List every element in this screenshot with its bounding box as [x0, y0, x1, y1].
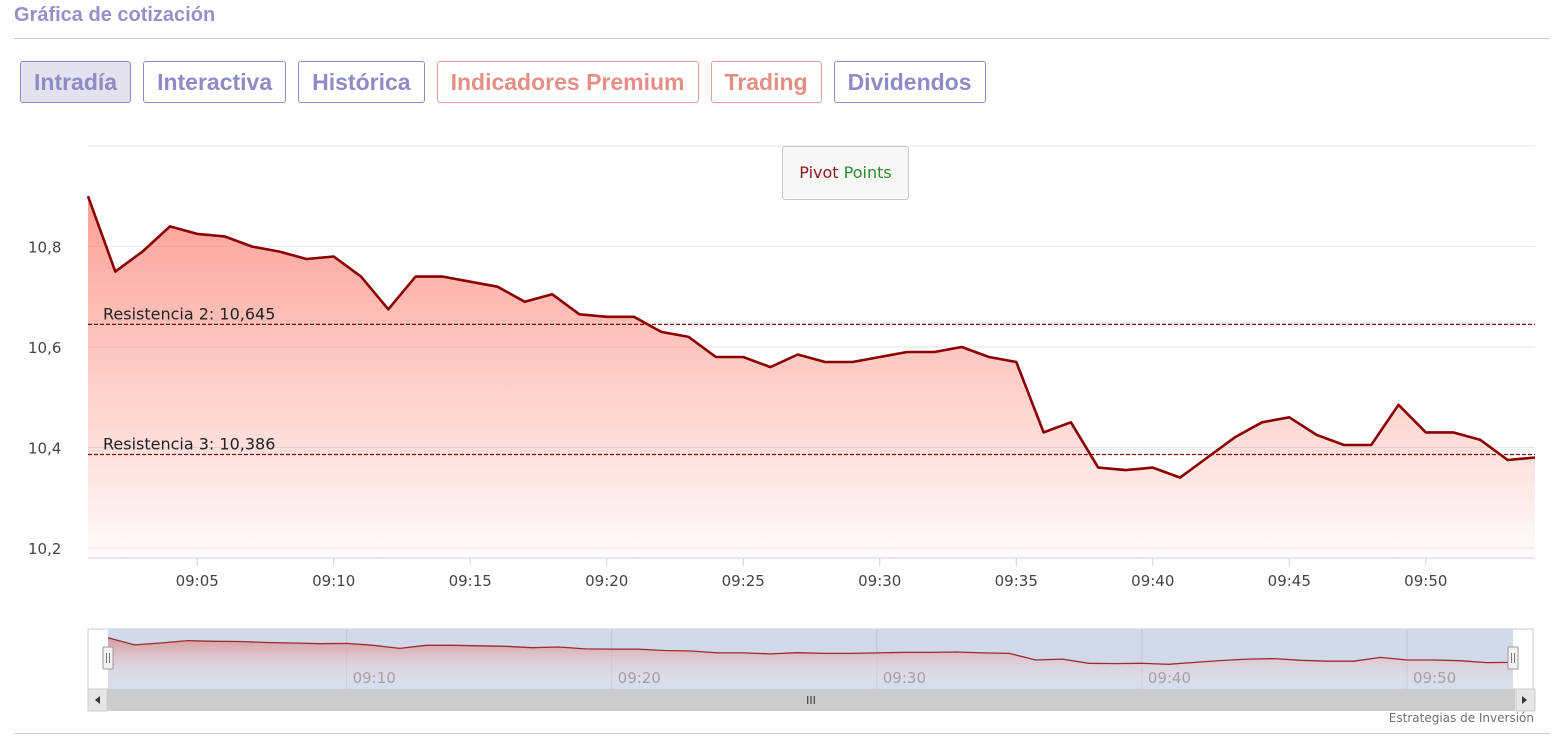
pivot-label: Pivot — [799, 163, 839, 182]
x-tick-label: 09:45 — [1268, 572, 1311, 590]
y-axis-ticks: 10,2 10,4 10,6 10,8 — [28, 238, 61, 557]
price-area-fill — [88, 196, 1535, 558]
pivot-points-button[interactable]: Pivot Points — [782, 146, 909, 200]
chart-type-tabs: Intradía Interactiva Histórica Indicador… — [20, 61, 986, 103]
x-tick-label: 09:25 — [722, 572, 765, 590]
tab-indicadores-premium[interactable]: Indicadores Premium — [436, 61, 699, 103]
resistance-label: Resistencia 2: 10,645 — [103, 304, 275, 323]
x-tick-label: 09:10 — [312, 572, 355, 590]
x-tick-label: 09:40 — [1131, 572, 1174, 590]
price-line — [86, 195, 1536, 479]
x-tick-label: 09:15 — [449, 572, 492, 590]
y-tick-label: 10,2 — [28, 540, 61, 558]
x-tick-label: 09:35 — [995, 572, 1038, 590]
tab-dividendos[interactable]: Dividendos — [833, 61, 986, 103]
chevron-left-icon — [95, 696, 100, 704]
navigator-right-handle[interactable] — [1507, 646, 1519, 670]
y-tick-label: 10,6 — [28, 339, 61, 357]
x-tick-label: 09:50 — [1404, 572, 1447, 590]
scrollbar-thumb[interactable] — [107, 689, 1515, 711]
section-title: Gráfica de cotización — [14, 4, 216, 26]
chevron-right-icon — [1522, 696, 1527, 704]
footer-credit: Estrategias de Inversión — [1388, 711, 1534, 725]
price-line-layer — [86, 195, 1536, 479]
y-tick-label: 10,4 — [28, 439, 61, 457]
tab-historica[interactable]: Histórica — [298, 61, 425, 103]
x-axis: 09:05 09:10 09:15 09:20 09:25 09:30 09:35 09:40… — [88, 557, 1535, 590]
x-tick-label: 09:30 — [858, 572, 901, 590]
title-divider — [14, 38, 1550, 39]
bottom-divider — [14, 733, 1550, 734]
navigator-line — [107, 637, 1514, 665]
x-tick-label: 09:20 — [585, 572, 628, 590]
points-label: Points — [843, 163, 892, 182]
resistance-label: Resistencia 3: 10,386 — [103, 434, 275, 453]
tab-trading[interactable]: Trading — [710, 61, 822, 103]
x-tick-label: 09:05 — [176, 572, 219, 590]
resistance-lines: Resistencia 2: 10,645 Resistencia 3: 10,3… — [88, 304, 1535, 456]
scrollbar-grip: III — [806, 694, 816, 707]
price-area — [88, 196, 1535, 558]
navigator-area — [108, 637, 1513, 689]
navigator-left-handle[interactable] — [102, 646, 114, 670]
tab-intradia[interactable]: Intradía — [20, 61, 132, 103]
tab-interactiva[interactable]: Interactiva — [143, 61, 287, 103]
y-tick-label: 10,8 — [28, 238, 61, 256]
